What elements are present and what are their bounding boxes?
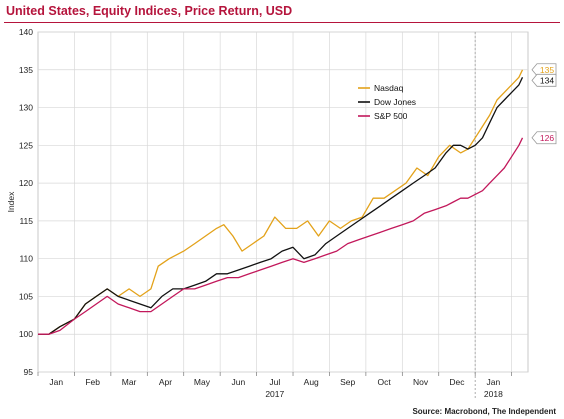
y-tick-label: 100 xyxy=(19,329,33,339)
axis-layer: 95 100 105 110 115 120 125 130 135 140 Jan Feb Mar Ap… xyxy=(6,27,512,399)
x-tick-label: Aug xyxy=(304,377,319,387)
series-layer xyxy=(38,69,524,335)
title-rule xyxy=(4,22,560,23)
x-tick-label: Nov xyxy=(413,377,429,387)
y-tick-label: 125 xyxy=(19,140,33,150)
y-tick-label: 130 xyxy=(19,103,33,113)
y-tick-label: 115 xyxy=(19,216,33,226)
series-line-dow-jones xyxy=(38,77,524,335)
x-year-label: 2018 xyxy=(484,389,503,399)
x-tick-label: Jun xyxy=(232,377,246,387)
series-line-sp500 xyxy=(38,137,524,335)
x-tick-label: Jan xyxy=(49,377,63,387)
y-tick-label: 140 xyxy=(19,27,33,37)
x-tick-label: May xyxy=(194,377,211,387)
x-tick-label: Dec xyxy=(449,377,465,387)
x-tick-label: Sep xyxy=(340,377,355,387)
x-tick-label: Apr xyxy=(159,377,172,387)
y-tick-label: 95 xyxy=(24,367,34,377)
end-label-dow-jones: 134 xyxy=(540,75,554,85)
chart-title: United States, Equity Indices, Price Ret… xyxy=(6,4,293,18)
source-note: Source: Macrobond, The Independent xyxy=(412,407,556,416)
x-tick-label: Jan xyxy=(487,377,501,387)
x-tick-label: Oct xyxy=(377,377,391,387)
end-tag-dow-jones xyxy=(531,73,557,87)
x-year-label: 2017 xyxy=(265,389,284,399)
legend-label-dow-jones: Dow Jones xyxy=(374,97,416,107)
y-tick-label: 105 xyxy=(19,291,33,301)
grid-layer xyxy=(37,31,529,398)
x-tick-label: Feb xyxy=(85,377,100,387)
legend: Nasdaq Dow Jones S&P 500 xyxy=(358,83,416,121)
x-tick-label: Jul xyxy=(269,377,280,387)
y-tick-label: 120 xyxy=(19,178,33,188)
end-label-nasdaq: 135 xyxy=(540,65,554,75)
end-label-sp500: 126 xyxy=(540,133,554,143)
legend-label-sp500: S&P 500 xyxy=(374,111,408,121)
legend-label-nasdaq: Nasdaq xyxy=(374,83,404,93)
y-tick-label: 135 xyxy=(19,65,33,75)
y-tick-label: 110 xyxy=(19,254,33,264)
y-axis-label: Index xyxy=(6,191,16,213)
x-tick-label: Mar xyxy=(122,377,137,387)
end-tag-sp500 xyxy=(531,131,557,145)
